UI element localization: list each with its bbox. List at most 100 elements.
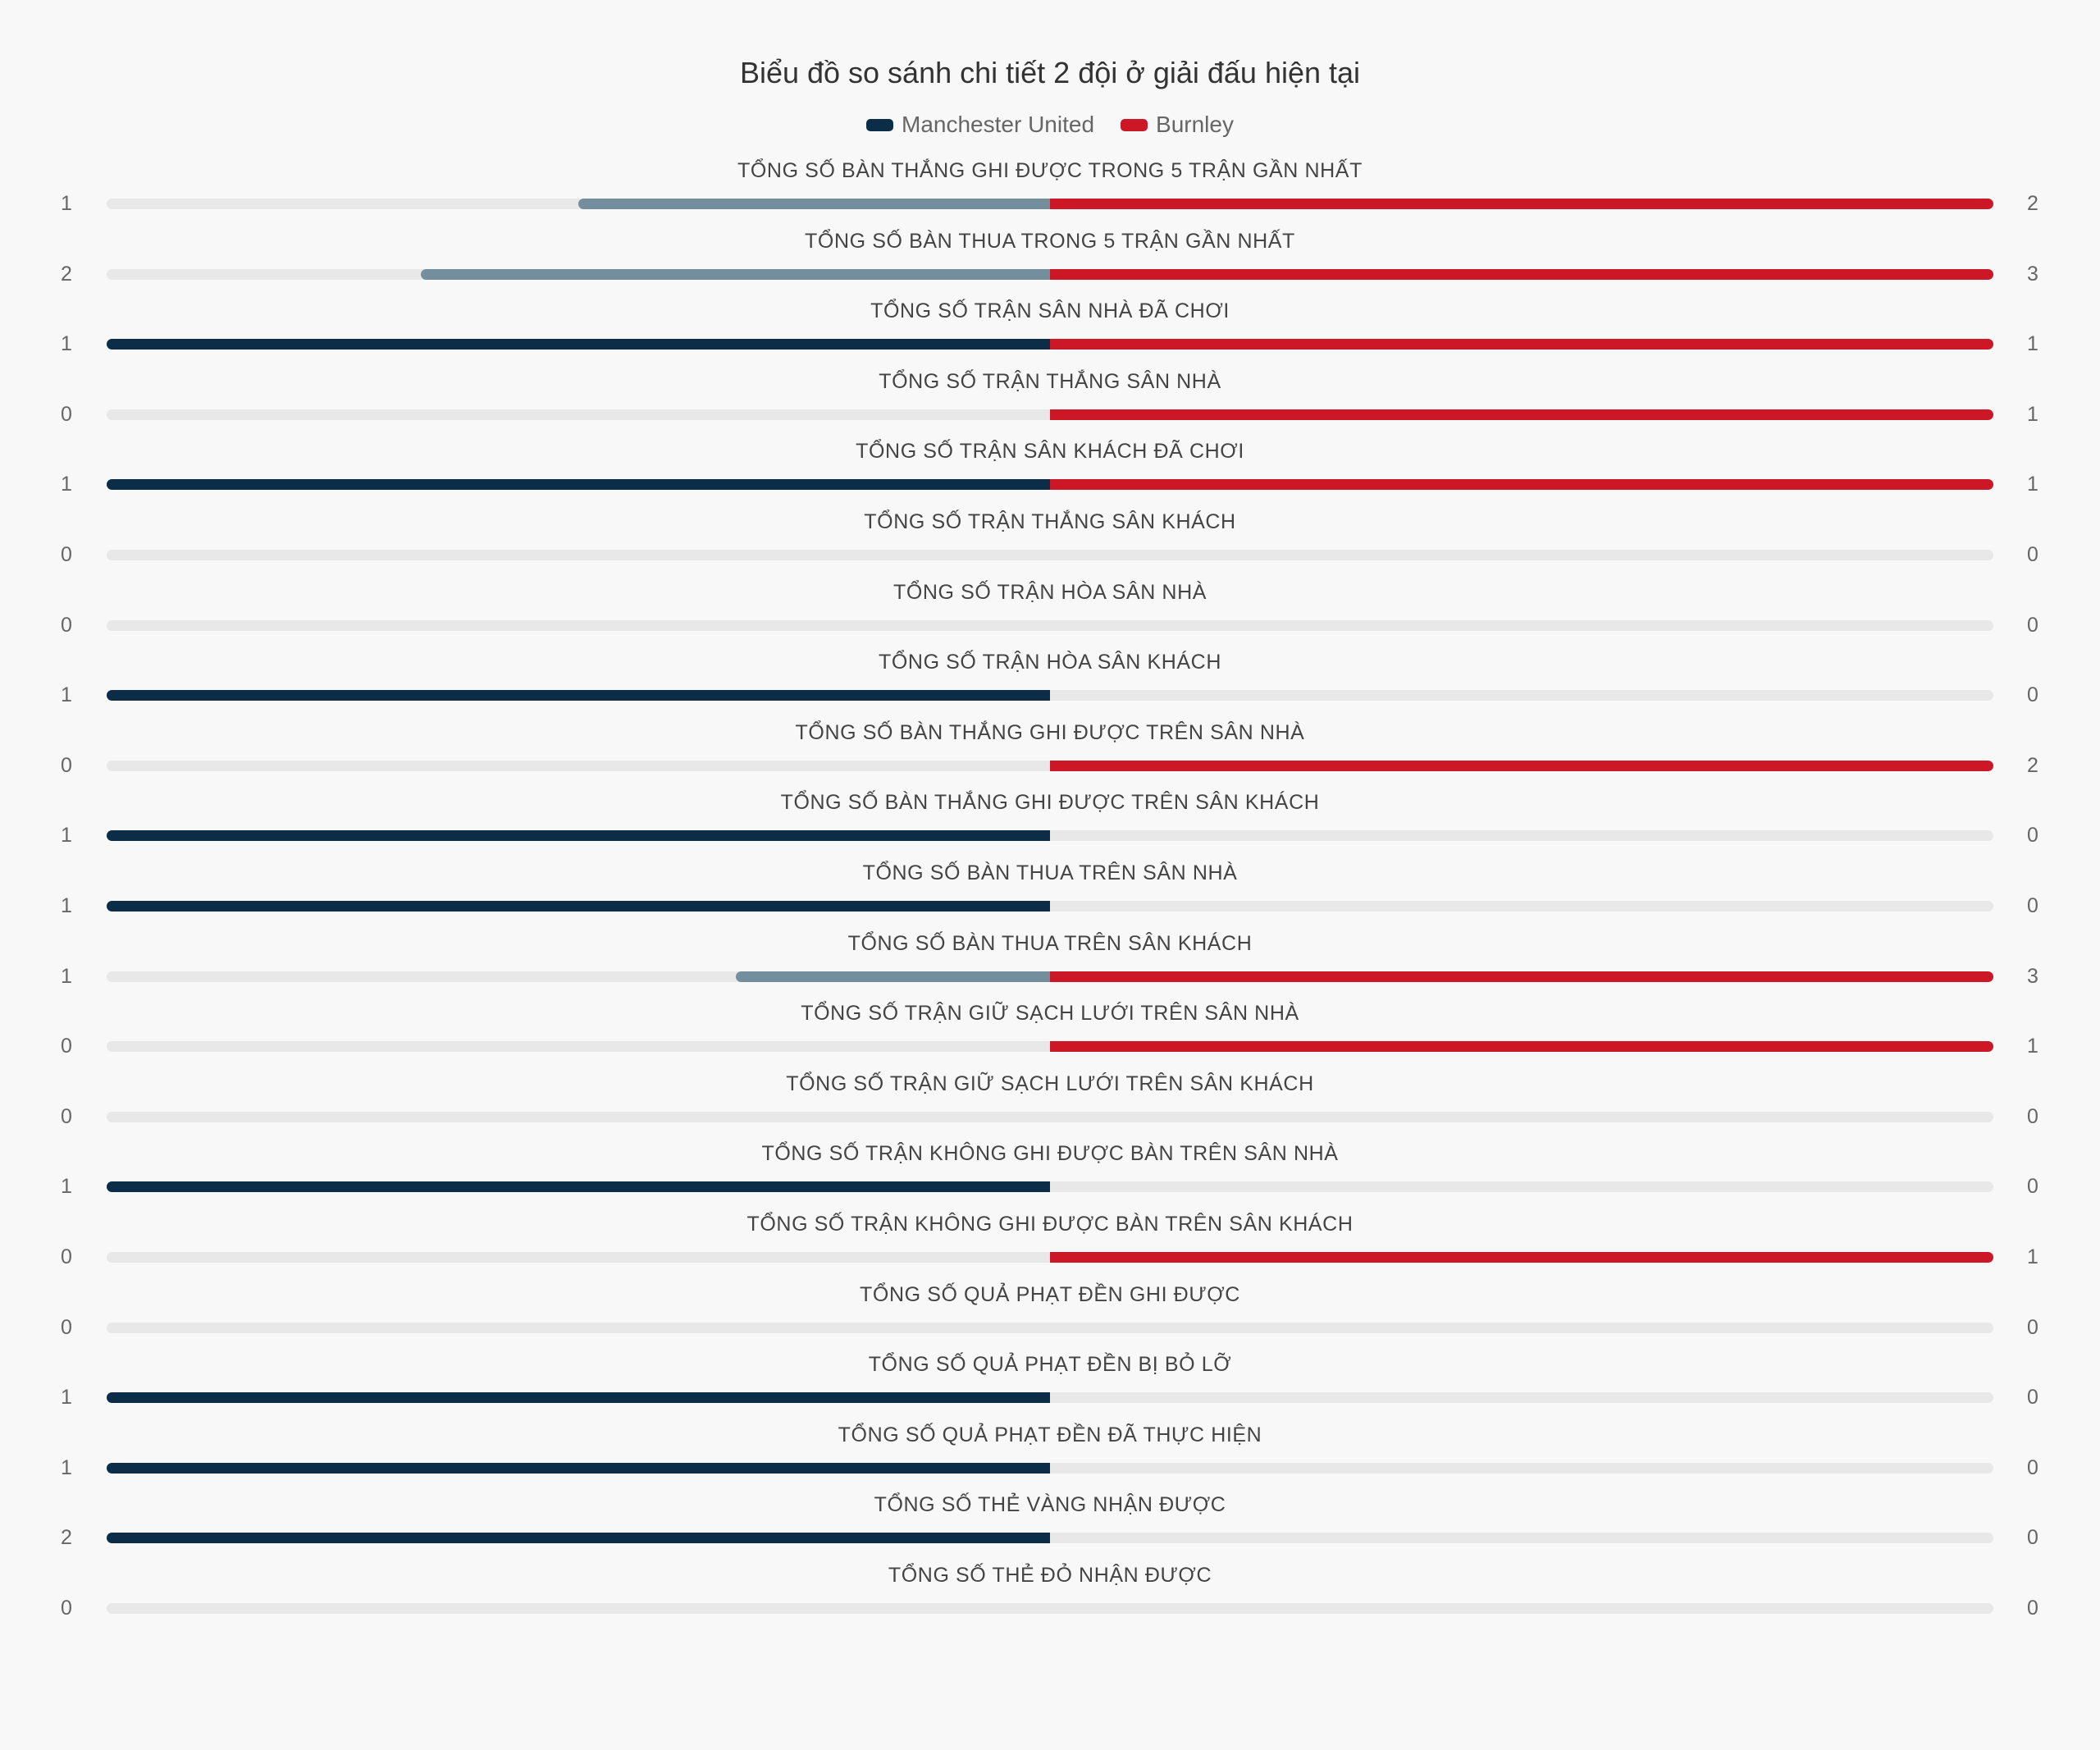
away-value: 0 xyxy=(2027,683,2038,707)
home-bar[interactable] xyxy=(107,690,1050,701)
legend-swatch-manchester-united xyxy=(866,118,894,131)
stat-label: TỔNG SỐ TRẬN THẮNG SÂN KHÁCH xyxy=(864,510,1236,533)
home-value: 0 xyxy=(61,1315,72,1339)
away-value: 0 xyxy=(2027,1597,2038,1620)
home-value: 0 xyxy=(61,1035,72,1058)
home-value: 1 xyxy=(61,683,72,707)
stat-row: TỔNG SỐ THẺ VÀNG NHẬN ĐƯỢC 2 0 xyxy=(0,1490,2100,1560)
home-value: 0 xyxy=(61,1245,72,1268)
stat-label: TỔNG SỐ BÀN THUA TRÊN SÂN KHÁCH xyxy=(847,931,1253,955)
home-bar[interactable] xyxy=(735,971,1050,982)
away-bar[interactable] xyxy=(1050,1041,1993,1053)
legend-swatch-burnley xyxy=(1121,118,1148,131)
stat-label: TỔNG SỐ BÀN THẮNG GHI ĐƯỢC TRÊN SÂN KHÁC… xyxy=(780,791,1320,815)
stat-row: TỔNG SỐ BÀN THUA TRÊN SÂN KHÁCH 1 3 xyxy=(0,929,2100,999)
chart-legend: Manchester United Burnley xyxy=(0,108,2100,141)
stat-row: TỔNG SỐ BÀN THẮNG GHI ĐƯỢC TRONG 5 TRẬN … xyxy=(0,156,2100,226)
home-bar[interactable] xyxy=(107,1533,1050,1544)
home-value: 2 xyxy=(61,1526,72,1550)
away-bar[interactable] xyxy=(1050,760,1993,771)
home-value: 1 xyxy=(61,473,72,496)
home-value: 1 xyxy=(61,1455,72,1479)
away-value: 1 xyxy=(2027,1245,2038,1268)
home-bar[interactable] xyxy=(107,339,1050,350)
stat-label: TỔNG SỐ BÀN THẮNG GHI ĐƯỢC TRONG 5 TRẬN … xyxy=(737,159,1363,182)
stat-label: TỔNG SỐ THẺ VÀNG NHẬN ĐƯỢC xyxy=(874,1493,1226,1517)
stat-row: TỔNG SỐ TRẬN GIỮ SẠCH LƯỚI TRÊN SÂN KHÁC… xyxy=(0,1069,2100,1140)
stat-label: TỔNG SỐ BÀN THUA TRÊN SÂN NHÀ xyxy=(862,861,1238,884)
stat-label: TỔNG SỐ TRẬN HÒA SÂN NHÀ xyxy=(892,580,1208,604)
home-value: 1 xyxy=(61,332,72,356)
away-bar[interactable] xyxy=(1050,268,1993,280)
away-value: 2 xyxy=(2027,753,2038,777)
stat-label: TỔNG SỐ BÀN THUA TRONG 5 TRẬN GẦN NHẤT xyxy=(805,229,1295,253)
home-bar[interactable] xyxy=(107,830,1050,842)
away-value: 1 xyxy=(2027,402,2038,426)
home-value: 0 xyxy=(61,613,72,637)
home-value: 1 xyxy=(61,824,72,848)
away-bar[interactable] xyxy=(1050,1252,1993,1263)
home-bar[interactable] xyxy=(107,901,1050,912)
home-bar[interactable] xyxy=(107,479,1050,491)
home-bar[interactable] xyxy=(107,1462,1050,1474)
bar-track xyxy=(107,619,1993,631)
away-value: 0 xyxy=(2027,613,2038,637)
legend-label-manchester-united: Manchester United xyxy=(902,112,1095,137)
home-bar[interactable] xyxy=(578,199,1050,209)
legend-item-manchester-united[interactable]: Manchester United xyxy=(866,108,1094,141)
home-value: 1 xyxy=(61,894,72,917)
stat-label: TỔNG SỐ TRẬN KHÔNG GHI ĐƯỢC BÀN TRÊN SÂN… xyxy=(746,1213,1354,1236)
home-bar[interactable] xyxy=(107,1392,1050,1404)
away-value: 0 xyxy=(2027,1526,2038,1550)
stat-row: TỔNG SỐ TRẬN SÂN NHÀ ĐÃ CHƠI 1 1 xyxy=(0,296,2100,367)
home-value: 1 xyxy=(61,964,72,988)
away-bar[interactable] xyxy=(1050,971,1993,982)
stat-label: TỔNG SỐ TRẬN GIỮ SẠCH LƯỚI TRÊN SÂN KHÁC… xyxy=(786,1071,1314,1095)
home-value: 1 xyxy=(61,1175,72,1199)
away-bar[interactable] xyxy=(1050,199,1993,209)
stat-row: TỔNG SỐ TRẬN HÒA SÂN NHÀ 0 0 xyxy=(0,578,2100,648)
stat-row: TỔNG SỐ BÀN THẮNG GHI ĐƯỢC TRÊN SÂN NHÀ 0… xyxy=(0,718,2100,788)
stat-row: TỔNG SỐ TRẬN KHÔNG GHI ĐƯỢC BÀN TRÊN SÂN… xyxy=(0,1139,2100,1209)
stat-label: TỔNG SỐ THẺ ĐỎ NHẬN ĐƯỢC xyxy=(888,1564,1212,1587)
bar-track xyxy=(107,1603,1993,1614)
bar-track xyxy=(107,550,1993,560)
home-bar[interactable] xyxy=(107,1181,1050,1193)
home-value: 2 xyxy=(61,262,72,286)
bar-track xyxy=(107,1322,1993,1333)
home-value: 0 xyxy=(61,543,72,566)
away-bar[interactable] xyxy=(1050,339,1993,350)
stat-row: TỔNG SỐ TRẬN SÂN KHÁCH ĐÃ CHƠI 1 1 xyxy=(0,436,2100,507)
stat-label: TỔNG SỐ TRẬN KHÔNG GHI ĐƯỢC BÀN TRÊN SÂN… xyxy=(761,1142,1339,1166)
away-value: 0 xyxy=(2027,1455,2038,1479)
stat-label: TỔNG SỐ QUẢ PHẠT ĐỀN ĐÃ THỰC HIỆN xyxy=(838,1423,1262,1446)
stat-row: TỔNG SỐ QUẢ PHẠT ĐỀN GHI ĐƯỢC 0 0 xyxy=(0,1280,2100,1350)
stat-row: TỔNG SỐ BÀN THUA TRÊN SÂN NHÀ 1 0 xyxy=(0,858,2100,929)
legend-item-burnley[interactable]: Burnley xyxy=(1121,108,1234,141)
home-bar[interactable] xyxy=(421,268,1050,280)
away-value: 0 xyxy=(2027,1104,2038,1128)
stat-row: TỔNG SỐ TRẬN THẮNG SÂN KHÁCH 0 0 xyxy=(0,507,2100,578)
away-value: 0 xyxy=(2027,543,2038,566)
home-value: 0 xyxy=(61,753,72,777)
stat-row: TỔNG SỐ TRẬN GIỮ SẠCH LƯỚI TRÊN SÂN NHÀ 0… xyxy=(0,998,2100,1069)
stat-row: TỔNG SỐ BÀN THẮNG GHI ĐƯỢC TRÊN SÂN KHÁC… xyxy=(0,788,2100,858)
stat-label: TỔNG SỐ BÀN THẮNG GHI ĐƯỢC TRÊN SÂN NHÀ xyxy=(795,720,1305,744)
stat-label: TỔNG SỐ TRẬN HÒA SÂN KHÁCH xyxy=(879,651,1221,674)
home-value: 0 xyxy=(61,1597,72,1620)
stat-row: TỔNG SỐ TRẬN THẮNG SÂN NHÀ 0 1 xyxy=(0,367,2100,437)
stat-row: TỔNG SỐ TRẬN KHÔNG GHI ĐƯỢC BÀN TRÊN SÂN… xyxy=(0,1209,2100,1280)
away-value: 0 xyxy=(2027,1386,2038,1410)
stat-label: TỔNG SỐ TRẬN SÂN NHÀ ĐÃ CHƠI xyxy=(870,299,1230,323)
stat-row: TỔNG SỐ THẺ ĐỎ NHẬN ĐƯỢC 0 0 xyxy=(0,1560,2100,1631)
stat-label: TỔNG SỐ TRẬN GIỮ SẠCH LƯỚI TRÊN SÂN NHÀ xyxy=(801,1002,1299,1026)
away-bar[interactable] xyxy=(1050,479,1993,491)
away-value: 1 xyxy=(2027,473,2038,496)
stat-label: TỔNG SỐ QUẢ PHẠT ĐỀN GHI ĐƯỢC xyxy=(860,1282,1240,1306)
away-bar[interactable] xyxy=(1050,409,1993,420)
away-value: 0 xyxy=(2027,1315,2038,1339)
stat-label: TỔNG SỐ QUẢ PHẠT ĐỀN BỊ BỎ LỠ xyxy=(868,1353,1232,1377)
stat-row: TỔNG SỐ BÀN THUA TRONG 5 TRẬN GẦN NHẤT 2 3 xyxy=(0,226,2100,297)
away-value: 3 xyxy=(2027,964,2038,988)
legend-label-burnley: Burnley xyxy=(1156,112,1234,137)
